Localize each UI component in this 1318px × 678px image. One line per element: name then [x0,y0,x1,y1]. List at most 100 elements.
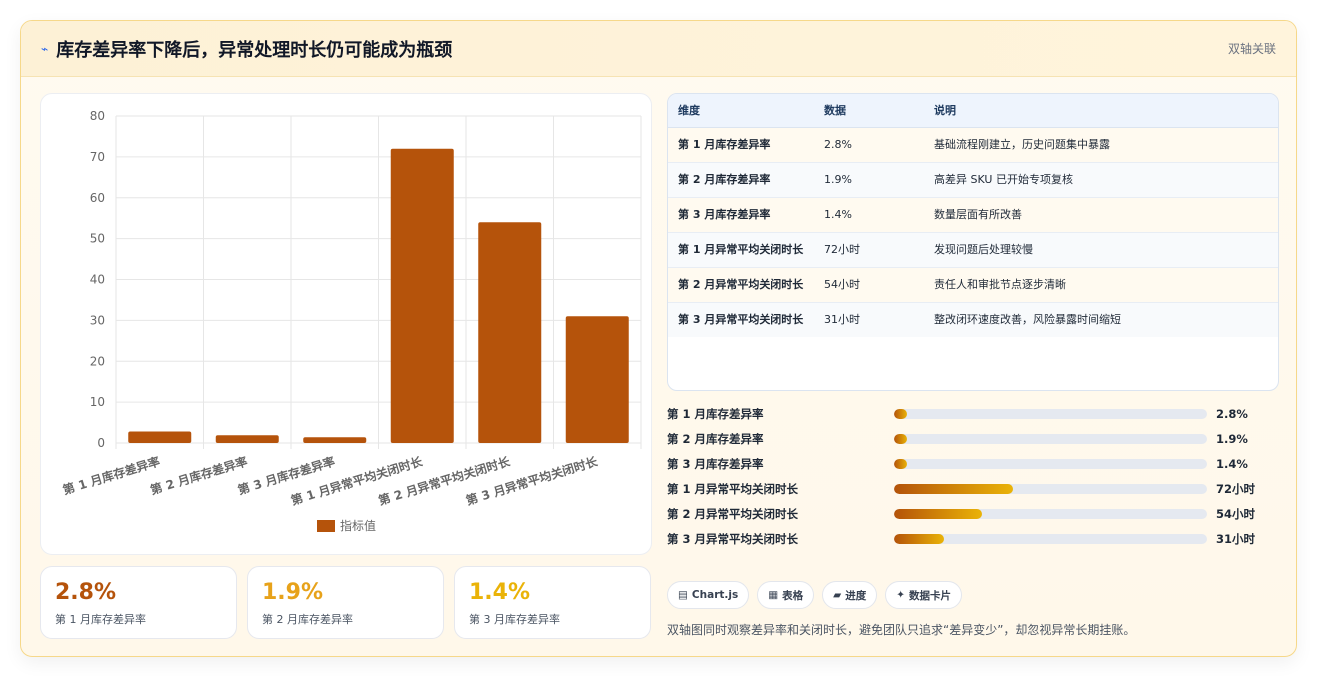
data-table: 维度 数据 说明 第 1 月库存差异率 2.8% 基础流程刚建立，历史问题集中暴露第… [667,93,1279,391]
cell-dimension: 第 1 月异常平均关闭时长 [668,232,814,268]
footnote: 双轴图同时观察差异率和关闭时长，避免团队只追求“差异变少”，却忽视异常长期挂账。 [667,623,1136,637]
card-header: ⌁ 库存差异率下降后，异常处理时长仍可能成为瓶颈 双轴关联 [21,21,1296,77]
y-tick-label: 40 [90,273,105,287]
progress-track [894,433,1207,444]
chip-label: 数据卡片 [909,589,952,602]
bar [303,437,367,443]
chart-icon: ▤ [678,589,688,601]
cell-data: 1.4% [814,197,924,233]
progress-icon: ▰ [833,589,842,601]
cell-note: 整改闭环速度改善，风险暴露时间缩短 [934,312,1121,326]
chip-label: Chart.js [691,589,739,601]
cell-dimension: 第 2 月异常平均关闭时长 [668,267,814,303]
cell-note: 基础流程刚建立，历史问题集中暴露 [924,127,1278,163]
table-row: 第 3 月异常平均关闭时长 31小时 整改闭环速度改善，风险暴露时间缩短 [668,302,1278,337]
table-header-note: 说明 [924,94,1278,128]
progress-label: 第 1 月异常平均关闭时长 [667,481,799,496]
y-tick-label: 0 [97,436,105,450]
cell-data: 31小时 [824,312,860,326]
progress-label: 第 2 月异常平均关闭时长 [667,506,799,521]
kpi-label: 第 2 月库存差异率 [262,613,353,626]
kpi-label: 第 3 月库存差异率 [469,613,560,626]
kpi-label: 第 1 月库存差异率 [55,613,146,626]
table-row: 第 3 月库存差异率 1.4% 数量层面有所改善 [668,197,1278,233]
x-tick-label: 第 1 月库存差异率 [61,454,162,498]
bar [478,222,542,443]
progress-row: 第 1 月库存差异率 2.8% [667,401,1279,426]
bar-chart: 0 10 20 30 40 50 60 70 80 第 1 月库存差异率第 2 月库存差异率第 3… [40,93,652,555]
table-header-data: 数据 [814,94,924,128]
kpi-value: 1.9% [262,580,324,605]
cell-dimension: 第 2 月库存差异率 [668,162,814,198]
kpi-value: 1.4% [469,580,531,605]
cell-dimension: 第 3 月库存差异率 [668,197,814,233]
legend-swatch [317,520,335,532]
kpi-card: 2.8% 第 1 月库存差异率 [40,566,237,639]
progress-fill [894,458,907,469]
progress-track [894,458,1207,469]
y-tick-label: 70 [90,150,105,164]
cell-dimension: 第 1 月库存差异率 [668,127,814,163]
progress-value: 2.8% [1216,406,1248,421]
bar [390,148,454,443]
cell-note: 数量层面有所改善 [924,197,1278,233]
progress-value: 72小时 [1216,481,1256,496]
table-row: 第 1 月异常平均关闭时长 72小时 发现问题后处理较慢 [668,232,1278,268]
sparkle-icon: ✦ [896,589,906,601]
chip-label: 表格 [782,589,804,602]
y-tick-label: 80 [90,109,105,123]
y-tick-label: 30 [90,313,105,327]
progress-value: 31小时 [1216,531,1256,546]
table-header-row: 维度 数据 说明 [668,94,1278,128]
progress-row: 第 2 月异常平均关闭时长 54小时 [667,501,1279,526]
table-icon: ▦ [768,589,779,601]
table-header-dimension: 维度 [668,94,814,128]
y-tick-label: 10 [90,395,105,409]
progress-row: 第 1 月异常平均关闭时长 72小时 [667,476,1279,501]
progress-fill [894,408,907,419]
chip-progress[interactable]: ▰ 进度 [822,581,878,609]
progress-value: 54小时 [1216,506,1256,521]
progress-fill [894,533,945,544]
kpi-value: 2.8% [55,580,117,605]
chip-sparkle[interactable]: ✦ 数据卡片 [885,581,963,609]
progress-row: 第 3 月库存差异率 1.4% [667,451,1279,476]
cell-note: 责任人和审批节点逐步清晰 [924,267,1278,303]
chip-table[interactable]: ▦ 表格 [757,581,815,609]
bar [215,435,279,443]
cell-data: 1.9% [814,162,924,198]
legend-label: 指标值 [340,518,376,533]
progress-value: 1.4% [1216,456,1248,471]
chip-group: ▤ Chart.js ▦ 表格 ▰ 进度 ✦ 数据卡片 [667,581,963,609]
y-tick-label: 60 [90,191,105,205]
title-wrap: ⌁ 库存差异率下降后，异常处理时长仍可能成为瓶颈 [41,36,452,62]
cell-note: 发现问题后处理较慢 [924,232,1278,268]
trend-icon: ⌁ [41,41,49,56]
progress-track [894,483,1207,494]
cell-data: 72小时 [814,232,924,268]
header-tag[interactable]: 双轴关联 [1227,42,1276,56]
chip-label: 进度 [845,589,867,602]
dashboard-card: ⌁ 库存差异率下降后，异常处理时长仍可能成为瓶颈 双轴关联 0 10 20 30 40 5… [20,20,1297,657]
progress-label: 第 1 月库存差异率 [667,406,764,421]
progress-fill [894,433,907,444]
progress-track [894,533,1207,544]
progress-track [894,508,1207,519]
kpi-card: 1.4% 第 3 月库存差异率 [454,566,651,639]
cell-note: 高差异 SKU 已开始专项复核 [924,162,1278,198]
progress-label: 第 2 月库存差异率 [667,431,764,446]
progress-track [894,408,1207,419]
table-row: 第 2 月异常平均关闭时长 54小时 责任人和审批节点逐步清晰 [668,267,1278,303]
x-tick-label: 第 2 月库存差异率 [148,454,249,498]
page-title: 库存差异率下降后，异常处理时长仍可能成为瓶颈 [56,39,453,61]
bar [565,316,629,443]
progress-fill [894,508,982,519]
chip-chart[interactable]: ▤ Chart.js [667,581,750,609]
kpi-card: 1.9% 第 2 月库存差异率 [247,566,444,639]
progress-row: 第 3 月异常平均关闭时长 31小时 [667,526,1279,551]
y-tick-label: 50 [90,232,105,246]
cell-data: 2.8% [814,127,924,163]
progress-list: 第 1 月库存差异率 2.8% 第 2 月库存差异率 1.9% 第 3 月库存差异率 1.… [667,401,1279,551]
bar [128,431,192,443]
